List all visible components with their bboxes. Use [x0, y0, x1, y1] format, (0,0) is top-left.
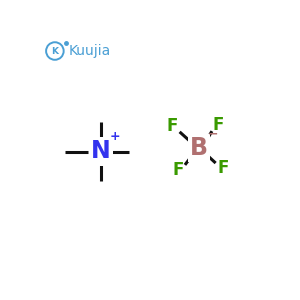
Text: +: +: [110, 130, 120, 143]
Text: F: F: [173, 161, 184, 179]
Text: F: F: [167, 117, 178, 135]
Text: F: F: [213, 116, 224, 134]
Text: B: B: [190, 136, 208, 160]
Text: K: K: [51, 46, 58, 56]
Text: −: −: [208, 128, 218, 140]
Text: Kuujia: Kuujia: [69, 44, 111, 58]
Text: N: N: [91, 140, 110, 164]
Text: F: F: [218, 159, 229, 177]
